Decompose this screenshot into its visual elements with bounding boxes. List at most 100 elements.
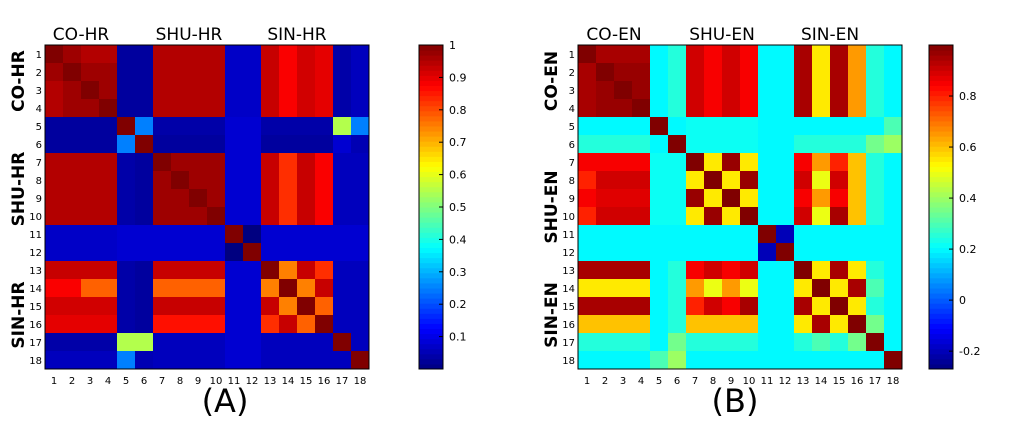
heatmap-cell: [153, 63, 172, 82]
heatmap-cell: [578, 171, 597, 190]
heatmap-cell: [866, 315, 885, 334]
colorbar-band: [419, 176, 443, 183]
heatmap-cell: [45, 261, 64, 280]
heatmap-cell: [668, 99, 687, 118]
heatmap-cell: [830, 45, 849, 64]
y-tick-label: 9: [569, 194, 575, 205]
heatmap-cell: [45, 243, 64, 262]
heatmap-cell: [279, 243, 298, 262]
heatmap-cell: [848, 189, 867, 208]
heatmap-cell: [884, 315, 903, 334]
heatmap-cell: [596, 63, 615, 82]
heatmap-cell: [686, 63, 705, 82]
colorbar-band: [419, 343, 443, 350]
heatmap-cell: [740, 153, 759, 172]
y-tick-label: 2: [36, 68, 42, 79]
heatmap-cell: [261, 315, 280, 334]
colorbar-band: [419, 126, 443, 132]
heatmap-cell: [153, 153, 172, 172]
heatmap-cell: [207, 333, 226, 352]
colorbar-band: [419, 318, 443, 324]
heatmap-cell: [153, 261, 172, 280]
heatmap-cell: [315, 135, 334, 154]
heatmap-cell: [830, 189, 849, 208]
heatmap-cell: [686, 171, 705, 190]
heatmap-cell: [207, 243, 226, 262]
heatmap-cell: [884, 351, 903, 370]
heatmap-cell: [758, 225, 777, 244]
heatmap-cell: [830, 297, 849, 316]
heatmap-cell: [758, 81, 777, 100]
colorbar-band: [929, 50, 953, 56]
y-tick-label: 16: [562, 320, 575, 331]
heatmap-cell: [884, 243, 903, 262]
heatmap-cell: [686, 333, 705, 352]
heatmap-cell: [225, 297, 244, 316]
heatmap-cell: [225, 207, 244, 226]
heatmap-cell: [632, 225, 651, 244]
colorbar-band: [419, 161, 443, 167]
colorbar-band: [929, 227, 953, 233]
heatmap-cell: [135, 135, 154, 154]
heatmap-cell: [207, 189, 226, 208]
colorbar-band: [929, 358, 953, 365]
heatmap-cell: [848, 243, 867, 262]
heatmap-cell: [45, 63, 64, 82]
heatmap-cell: [740, 189, 759, 208]
colorbar-band: [929, 151, 953, 157]
heatmap-cell: [333, 207, 352, 226]
colorbar-tick-label: 0.2: [959, 243, 977, 256]
heatmap-cell: [866, 333, 885, 352]
heatmap-cell: [722, 243, 741, 262]
heatmap-cell: [686, 45, 705, 64]
heatmap-cell: [45, 117, 64, 136]
colorbar-band: [929, 232, 953, 238]
heatmap-cell: [81, 207, 100, 226]
heatmap-cell: [632, 63, 651, 82]
heatmap-cell: [315, 243, 334, 262]
heatmap-cell: [812, 117, 831, 136]
heatmap-cell: [848, 207, 867, 226]
heatmap-cell: [279, 99, 298, 118]
colorbar-band: [419, 333, 443, 340]
heatmap-cell: [117, 135, 136, 154]
y-tick-label: 17: [29, 338, 42, 349]
heatmap-cell: [776, 189, 795, 208]
y-tick-label: 11: [562, 230, 575, 241]
panel-a-heatmap: 1 2 3 4 5 6 7 8 9 10 11 12 13 14 15 16 17 181234567891011…: [9, 25, 370, 387]
heatmap-cell: [225, 99, 244, 118]
heatmap-cell: [884, 135, 903, 154]
heatmap-cell: [596, 153, 615, 172]
heatmap-cell: [351, 63, 370, 82]
colorbar-band: [929, 313, 953, 319]
heatmap-cell: [578, 153, 597, 172]
heatmap-cell: [189, 333, 208, 352]
heatmap-cell: [99, 315, 118, 334]
heatmap-cell: [153, 81, 172, 100]
panel-a-frame: [44, 44, 370, 370]
heatmap-cell: [297, 261, 316, 280]
heatmap-cell: [848, 279, 867, 298]
heatmap-cell: [315, 99, 334, 118]
heatmap-cell: [297, 243, 316, 262]
heatmap-cell: [776, 225, 795, 244]
heatmap-cell: [776, 135, 795, 154]
heatmap-cell: [740, 279, 759, 298]
heatmap-cell: [171, 261, 190, 280]
heatmap-cell: [135, 261, 154, 280]
heatmap-cell: [578, 243, 597, 262]
heatmap-cell: [207, 279, 226, 298]
heatmap-cell: [578, 81, 597, 100]
heatmap-cell: [81, 153, 100, 172]
heatmap-cell: [578, 333, 597, 352]
heatmap-cell: [830, 153, 849, 172]
x-tick-label: 18: [354, 376, 367, 387]
heatmap-cell: [596, 243, 615, 262]
heatmap-cell: [866, 351, 885, 370]
heatmap-cell: [117, 261, 136, 280]
heatmap-cell: [135, 117, 154, 136]
heatmap-cell: [884, 207, 903, 226]
heatmap-cell: [830, 135, 849, 154]
heatmap-cell: [99, 207, 118, 226]
heatmap-cell: [848, 225, 867, 244]
